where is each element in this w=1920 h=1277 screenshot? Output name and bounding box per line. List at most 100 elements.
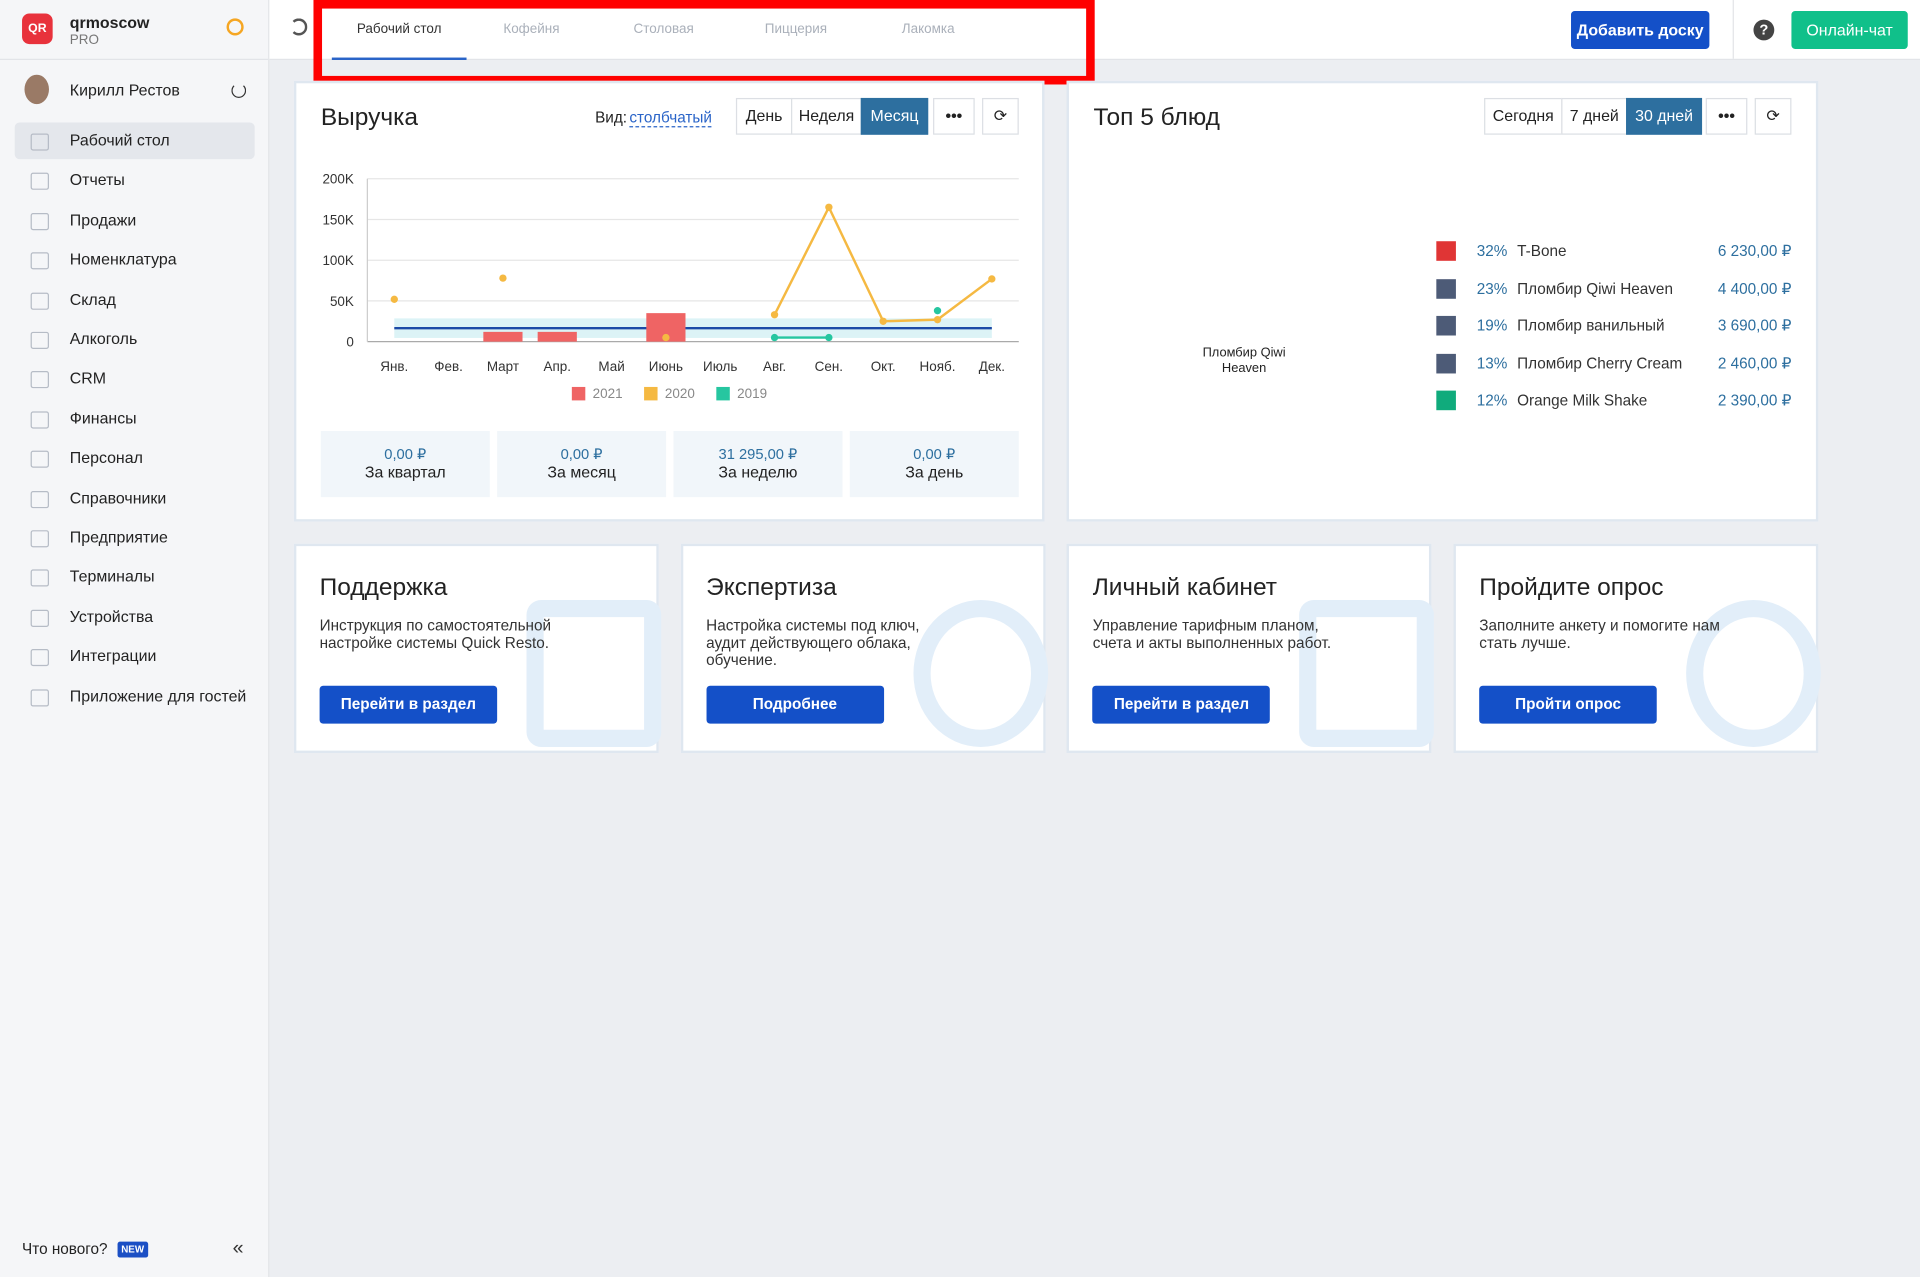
menu-icon <box>30 411 49 429</box>
card-text: Управление тарифным планом, счета и акты… <box>1092 617 1332 652</box>
tab[interactable]: Кофейня <box>503 22 560 37</box>
chat[interactable]: Онлайн-чат <box>1791 11 1908 49</box>
period-button[interactable]: День <box>735 97 793 135</box>
highlight-box <box>313 0 1095 85</box>
x-tick-label: Июль <box>703 359 737 374</box>
point <box>662 333 670 342</box>
divider <box>1732 0 1734 59</box>
menu-icon <box>30 450 49 468</box>
menu-item[interactable]: Предприятие <box>15 519 255 556</box>
stat-label: За квартал <box>364 462 446 482</box>
stat-value: 31 295,00 ₽ <box>718 445 798 463</box>
whats-new[interactable]: Что нового? <box>22 1240 108 1258</box>
avatar <box>24 74 49 105</box>
stat: 31 295,00 ₽ За неделю <box>673 431 843 498</box>
add-board[interactable]: Добавить доску <box>1571 11 1710 49</box>
card-decoration <box>1299 600 1435 747</box>
menu-item[interactable]: Рабочий стол <box>14 122 255 160</box>
legend-swatch <box>1436 315 1456 336</box>
period-button[interactable]: Месяц <box>860 97 929 135</box>
point <box>770 311 779 319</box>
card-button[interactable]: Подробнее <box>706 685 884 724</box>
tab[interactable]: Лакомка <box>901 22 955 37</box>
y-tick-label: 50K <box>330 294 354 309</box>
legend-swatch <box>1436 390 1456 411</box>
period-button[interactable]: 7 дней <box>1561 97 1628 135</box>
tab[interactable]: Столовая <box>633 22 694 37</box>
menu-item[interactable]: Персонал <box>15 440 255 477</box>
menu-icon <box>30 292 49 310</box>
legend-name: Пломбир ванильный <box>1517 317 1665 335</box>
menu-item[interactable]: Номенклатура <box>15 241 255 278</box>
view-select[interactable]: столбчатый <box>629 108 712 128</box>
refresh[interactable] <box>290 18 308 36</box>
tab[interactable]: Рабочий стол <box>331 0 467 61</box>
menu-icon <box>30 490 49 508</box>
tab[interactable]: Пиццерия <box>764 22 828 37</box>
card-title: Экспертиза <box>706 574 837 602</box>
menu-item[interactable]: Устройства <box>15 599 255 636</box>
menu-icon <box>30 609 49 627</box>
theme-toggle[interactable] <box>226 18 244 36</box>
card-button[interactable]: Перейти в раздел <box>319 685 498 724</box>
x-tick-label: Фев. <box>434 359 463 374</box>
legend-swatch <box>571 386 586 401</box>
x-tick-label: Нояб. <box>920 359 956 374</box>
menu-item[interactable]: Отчеты <box>15 162 255 199</box>
point <box>933 307 942 315</box>
reload[interactable]: ⟳ <box>1754 97 1792 135</box>
plan: PRO <box>69 33 99 48</box>
more[interactable]: ••• <box>1705 97 1748 135</box>
point <box>390 295 398 303</box>
stat: 0,00 ₽ За день <box>849 431 1019 498</box>
legend-amount: 2 390,00 ₽ <box>1717 391 1792 409</box>
card-title: Личный кабинет <box>1092 574 1277 602</box>
menu-icon <box>30 371 49 389</box>
menu-icon <box>30 212 49 230</box>
menu-item[interactable]: Терминалы <box>15 559 255 596</box>
period-button[interactable]: Сегодня <box>1484 97 1563 135</box>
period-button[interactable]: Неделя <box>791 97 863 135</box>
badge: NEW <box>117 1241 148 1258</box>
reload[interactable]: ⟳ <box>982 97 1019 135</box>
legend-swatch <box>1436 278 1456 299</box>
card-text: Заполните анкету и помогите нам стать лу… <box>1479 617 1720 652</box>
legend-swatch <box>1436 353 1456 373</box>
card-button[interactable]: Пройти опрос <box>1479 685 1657 724</box>
legend-percent: 19% <box>1476 317 1508 335</box>
menu-icon <box>30 569 49 588</box>
period-button[interactable]: 30 дней <box>1626 97 1703 135</box>
point <box>988 275 996 283</box>
collapse[interactable]: « <box>232 1237 244 1259</box>
top-title: Топ 5 блюд <box>1093 104 1220 132</box>
menu-item[interactable]: Приложение для гостей <box>15 678 255 715</box>
more[interactable]: ••• <box>933 97 975 135</box>
menu-icon <box>30 173 49 191</box>
stat-value: 0,00 ₽ <box>560 445 603 463</box>
menu-item[interactable]: Продажи <box>15 202 255 239</box>
legend-percent: 12% <box>1476 391 1508 409</box>
x-tick-label: Март <box>487 359 519 374</box>
card-text: Инструкция по самостоятельной настройке … <box>319 617 552 652</box>
menu-item[interactable]: Справочники <box>15 480 255 517</box>
logout[interactable] <box>231 83 247 98</box>
x-tick-label: Окт. <box>871 359 896 374</box>
menu-item[interactable]: Алкоголь <box>15 321 255 358</box>
menu-item[interactable]: Склад <box>15 281 255 318</box>
card-button[interactable]: Перейти в раздел <box>1092 685 1271 724</box>
legend-name: Orange Milk Shake <box>1517 391 1648 409</box>
x-tick-label: Сен. <box>815 359 843 374</box>
card-decoration <box>526 600 662 747</box>
revenue-title: Выручка <box>320 104 418 132</box>
menu-item[interactable]: Интеграции <box>15 638 255 675</box>
help[interactable]: ? <box>1753 19 1775 41</box>
stat-label: За неделю <box>718 462 798 482</box>
legend-amount: 6 230,00 ₽ <box>1717 242 1792 260</box>
menu-item[interactable]: CRM <box>15 360 255 397</box>
menu-item[interactable]: Финансы <box>15 400 255 437</box>
view-label: Вид: <box>595 108 628 127</box>
x-tick-label: Июнь <box>649 359 683 374</box>
menu-icon <box>30 252 49 270</box>
